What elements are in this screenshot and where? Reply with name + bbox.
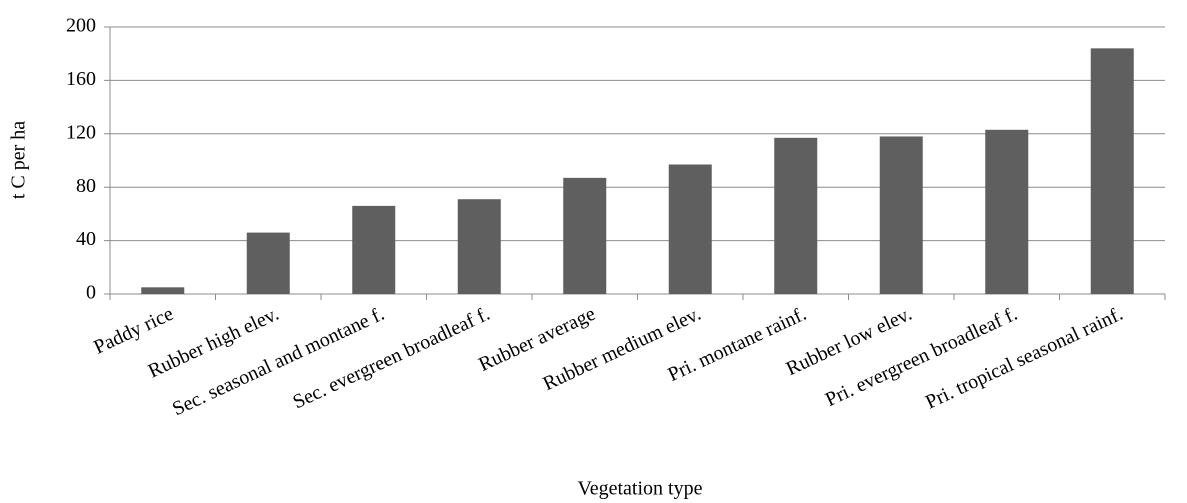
bar <box>563 177 607 294</box>
x-tick-label: Paddy rice <box>90 303 176 359</box>
bar <box>774 137 818 294</box>
y-tick-label: 160 <box>66 68 96 90</box>
y-tick-label: 0 <box>86 282 96 304</box>
x-tick-label: Pri. tropical seasonal rainf. <box>922 303 1126 414</box>
y-tick-label: 200 <box>66 15 96 37</box>
bar <box>457 199 501 294</box>
bar <box>141 287 185 294</box>
bar <box>668 164 712 294</box>
y-tick-label: 120 <box>66 121 96 143</box>
x-tick-label: Sec. evergreen broadleaf f. <box>290 303 494 414</box>
y-tick-label: 40 <box>76 228 96 250</box>
x-axis-label: Vegetation type <box>578 478 703 500</box>
bar <box>1090 48 1134 294</box>
bar <box>352 205 396 294</box>
bar <box>246 232 290 294</box>
bar <box>985 129 1029 294</box>
bar <box>879 136 923 294</box>
x-tick-label: Pri. evergreen broadleaf f. <box>822 303 1021 411</box>
y-tick-label: 80 <box>76 175 96 197</box>
y-axis-label: t C per ha <box>8 121 30 199</box>
